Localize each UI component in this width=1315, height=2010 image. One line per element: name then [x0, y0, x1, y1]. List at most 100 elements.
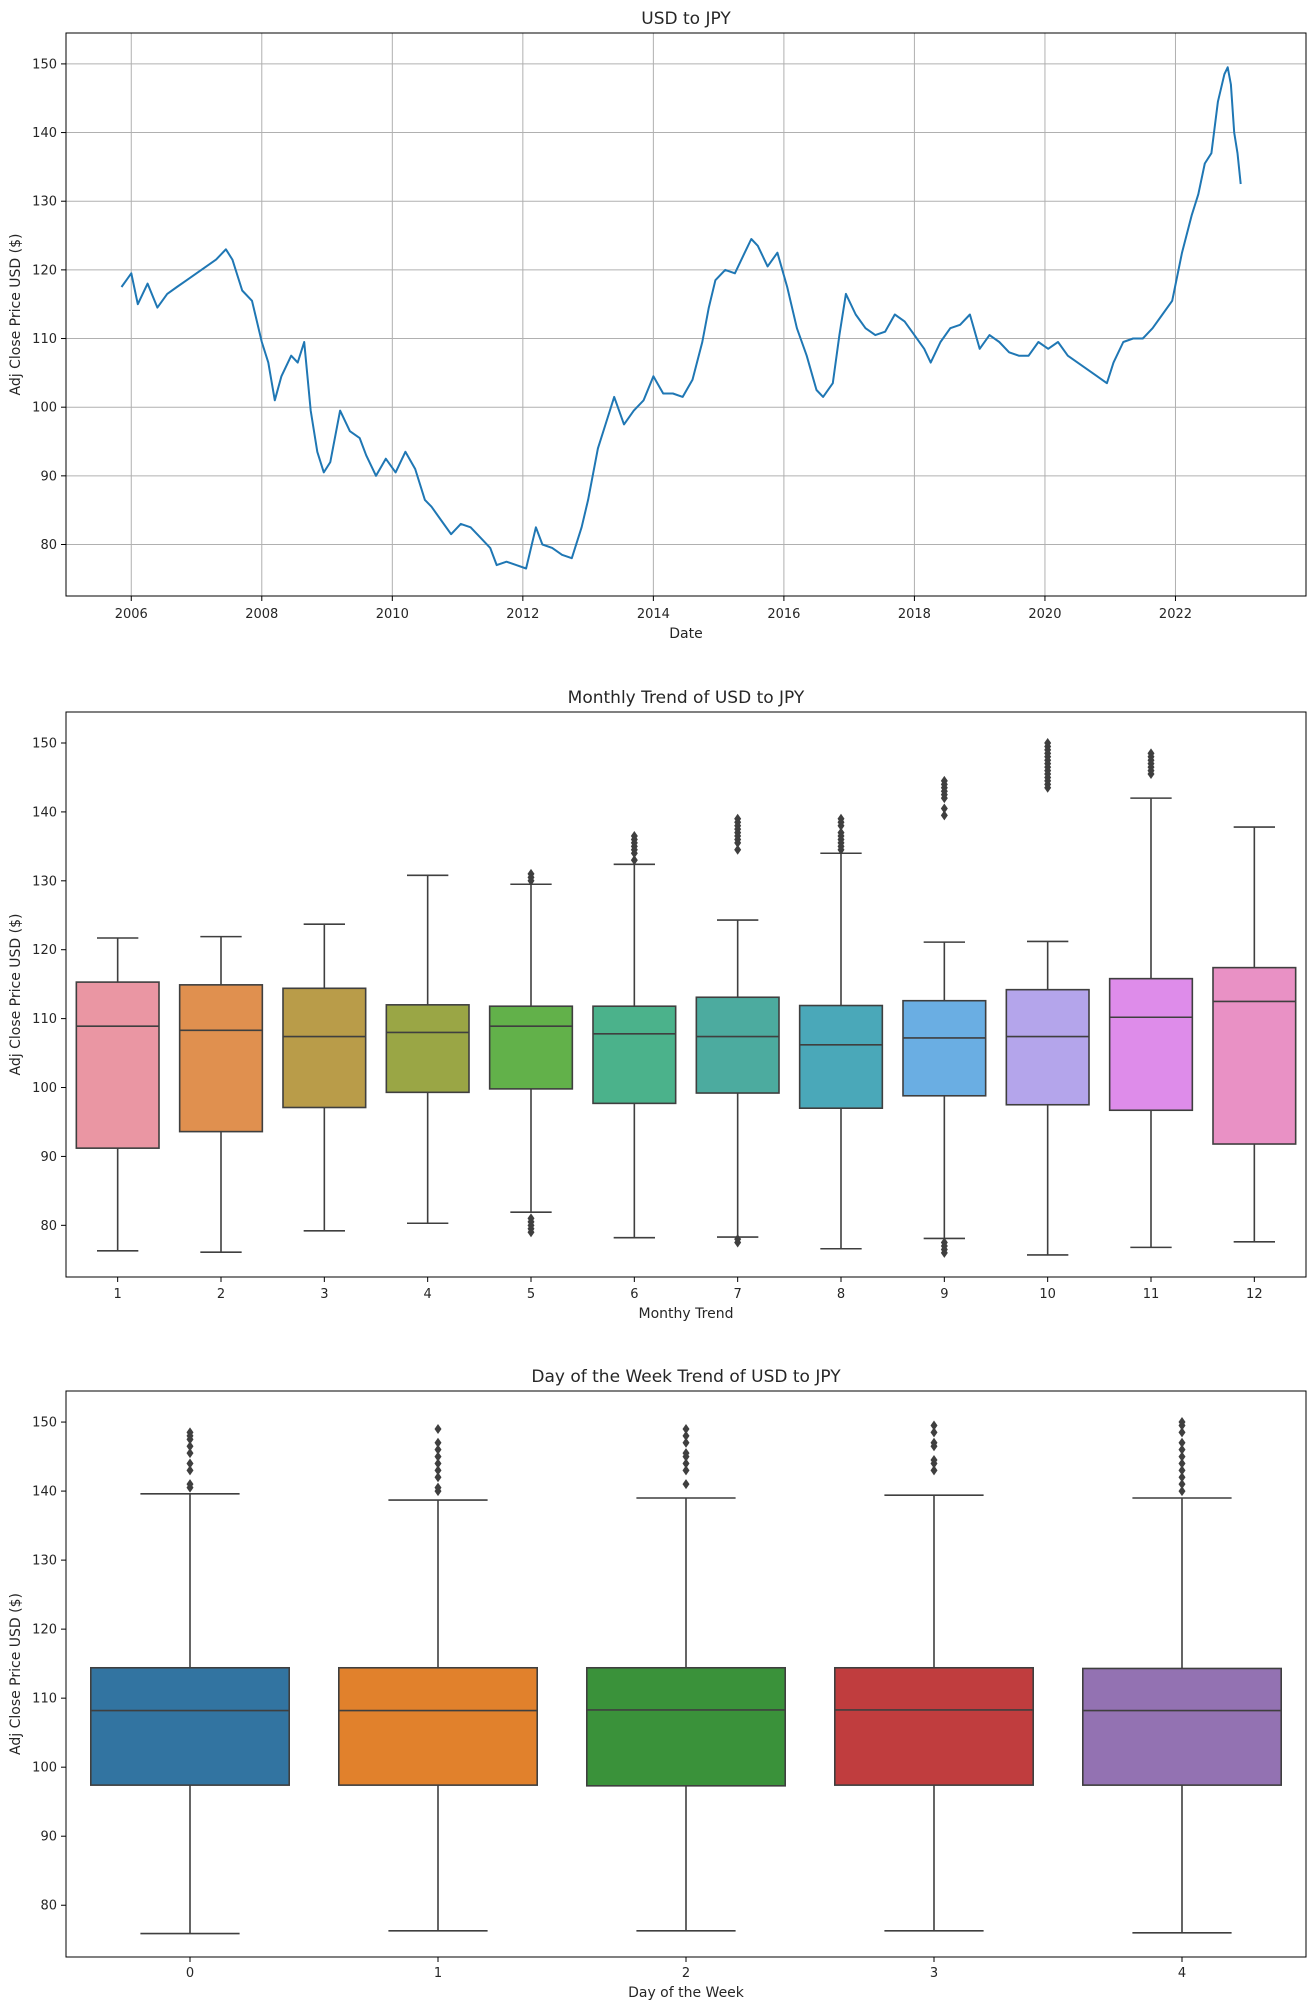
- box-body: [592, 1005, 677, 1105]
- outlier-point: [940, 775, 948, 786]
- y-axis-label: Adj Close Price USD ($): [8, 1593, 24, 1755]
- outlier-point: [527, 868, 535, 879]
- y-tick-label: 100: [32, 401, 57, 416]
- outlier-point: [734, 813, 742, 824]
- y-tick-label: 130: [32, 1554, 57, 1569]
- series-line: [120, 66, 1242, 570]
- x-tick-label: 2010: [376, 607, 409, 622]
- box-0: [90, 1427, 290, 1935]
- y-tick-label: 80: [40, 1899, 57, 1914]
- box-body: [798, 1004, 884, 1109]
- y-tick-label: 120: [32, 263, 57, 278]
- outlier-point: [1178, 1444, 1186, 1455]
- x-tick-label: 2014: [637, 607, 670, 622]
- outlier-point: [734, 844, 742, 855]
- box-body: [833, 1666, 1034, 1786]
- box-3: [282, 923, 367, 1232]
- outlier-point: [434, 1472, 442, 1483]
- y-tick-label: 150: [32, 57, 57, 72]
- box-2: [178, 935, 264, 1253]
- box-1: [337, 1423, 538, 1932]
- box-5: [488, 868, 574, 1238]
- outlier-point: [434, 1444, 442, 1455]
- outlier-point: [1178, 1479, 1186, 1490]
- outlier-point: [930, 1437, 938, 1448]
- box-3: [833, 1420, 1034, 1932]
- x-tick-label: 12: [1246, 1287, 1263, 1302]
- box-body: [695, 996, 780, 1094]
- outlier-point: [630, 855, 638, 866]
- y-tick-label: 110: [32, 1012, 57, 1027]
- box-body: [337, 1666, 538, 1786]
- y-tick-label: 120: [32, 943, 57, 958]
- y-tick-label: 80: [40, 1219, 57, 1234]
- outlier-point: [434, 1423, 442, 1434]
- box-body: [1108, 977, 1194, 1112]
- x-tick-label: 2012: [506, 607, 539, 622]
- box-9: [902, 775, 987, 1258]
- outlier-point: [930, 1455, 938, 1466]
- x-tick-label: 9: [940, 1287, 948, 1302]
- outlier-point: [434, 1465, 442, 1476]
- x-axis-label: Day of the Week: [628, 1985, 745, 2001]
- outlier-point: [940, 1237, 948, 1248]
- y-axis-label: Adj Close Price USD ($): [8, 914, 24, 1076]
- x-tick-label: 1: [434, 1966, 442, 1981]
- x-tick-label: 3: [930, 1966, 938, 1981]
- y-tick-label: 100: [32, 1081, 57, 1096]
- x-tick-label: 2018: [898, 607, 931, 622]
- y-tick-label: 110: [32, 1692, 57, 1707]
- y-tick-label: 90: [40, 469, 57, 484]
- outlier-point: [527, 1213, 535, 1224]
- outlier-point: [734, 1234, 742, 1245]
- outlier-point: [1147, 748, 1155, 759]
- box-body: [1212, 966, 1297, 1145]
- outlier-point: [930, 1420, 938, 1431]
- outlier-point: [682, 1430, 690, 1441]
- y-tick-label: 110: [32, 332, 57, 347]
- x-tick-label: 2022: [1159, 607, 1192, 622]
- outlier-point: [682, 1437, 690, 1448]
- y-tick-label: 130: [32, 874, 57, 889]
- outlier-point: [682, 1448, 690, 1459]
- box-body: [282, 987, 367, 1109]
- outlier-point: [186, 1465, 194, 1476]
- box-7: [695, 813, 780, 1248]
- x-tick-label: 8: [837, 1287, 845, 1302]
- outlier-point: [1178, 1465, 1186, 1476]
- x-tick-label: 7: [734, 1287, 742, 1302]
- box-4: [1082, 1417, 1283, 1934]
- box-body: [1005, 988, 1090, 1106]
- chart-2: Monthly Trend of USD to JPY Monthy Trend A…: [8, 688, 1307, 1322]
- chart-title: USD to JPY: [641, 9, 731, 29]
- outlier-point: [186, 1448, 194, 1459]
- outlier-point: [1178, 1437, 1186, 1448]
- box-1: [75, 937, 160, 1252]
- x-tick-label: 5: [527, 1287, 535, 1302]
- outlier-point: [940, 810, 948, 821]
- x-tick-label: 2: [217, 1287, 225, 1302]
- box-8: [798, 813, 884, 1250]
- outlier-point: [837, 813, 845, 824]
- box-body: [178, 984, 264, 1133]
- outlier-point: [434, 1451, 442, 1462]
- outlier-point: [1044, 738, 1052, 749]
- y-tick-label: 120: [32, 1623, 57, 1638]
- axes-frame: [65, 711, 1307, 1278]
- x-axis-label: Monthy Trend: [639, 1306, 734, 1322]
- axes-frame: [65, 32, 1307, 597]
- chart-1: USD to JPY Date Adj Close Price USD ($) 80 9…: [8, 9, 1307, 642]
- outlier-point: [930, 1465, 938, 1476]
- outlier-point: [1178, 1451, 1186, 1462]
- outlier-point: [930, 1427, 938, 1438]
- box-body: [75, 981, 160, 1149]
- y-tick-label: 100: [32, 1761, 57, 1776]
- x-tick-label: 2016: [767, 607, 800, 622]
- x-tick-label: 4: [424, 1287, 432, 1302]
- y-tick-label: 140: [32, 805, 57, 820]
- x-tick-label: 2: [682, 1966, 690, 1981]
- outlier-point: [434, 1482, 442, 1493]
- outlier-point: [1178, 1472, 1186, 1483]
- x-tick-label: 3: [320, 1287, 328, 1302]
